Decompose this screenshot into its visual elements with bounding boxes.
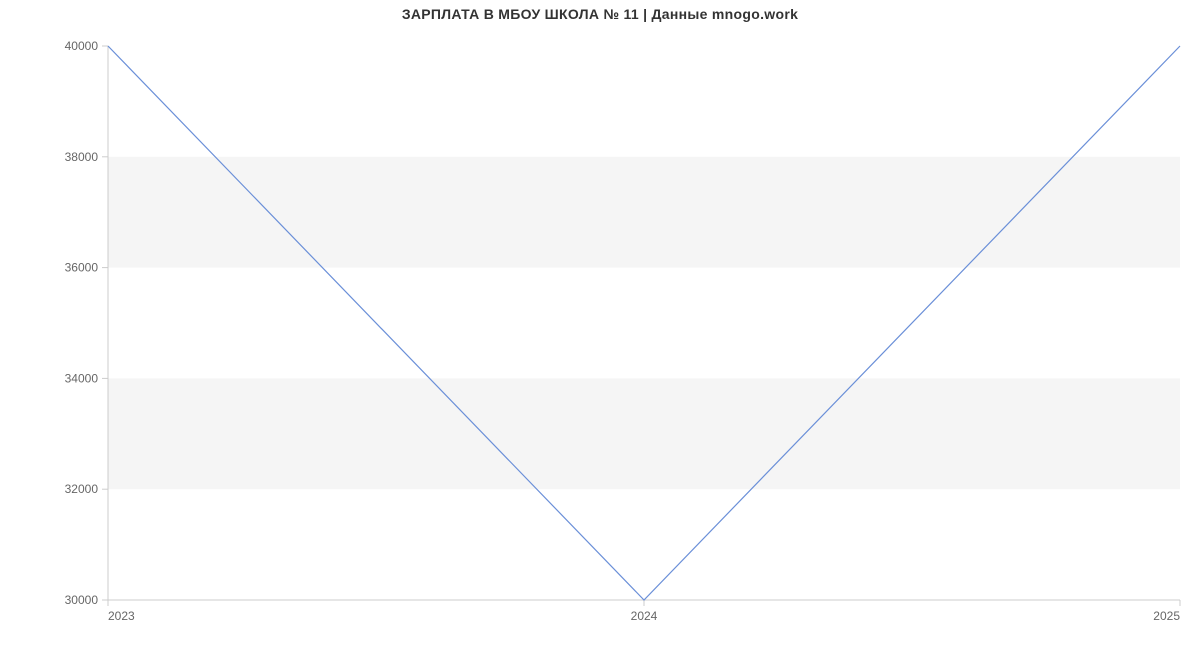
chart-svg: 30000 32000 34000 36000 38000 40000 2023 2024 20…	[0, 0, 1200, 650]
chart-title: ЗАРПЛАТА В МБОУ ШКОЛА № 11 | Данные mnog…	[0, 6, 1200, 22]
y-tick-label: 38000	[65, 150, 99, 164]
series-salary	[108, 46, 1180, 600]
salary-line-chart: ЗАРПЛАТА В МБОУ ШКОЛА № 11 | Данные mnog…	[0, 0, 1200, 650]
x-tick-label: 2025	[1153, 609, 1180, 623]
y-tick-label: 32000	[65, 482, 99, 496]
y-tick-label: 30000	[65, 593, 99, 607]
y-tick-label: 36000	[65, 261, 99, 275]
x-tick-label: 2023	[108, 609, 135, 623]
y-tick-label: 34000	[65, 371, 99, 385]
grid-band	[108, 378, 1180, 489]
x-tick-label: 2024	[631, 609, 658, 623]
y-tick-label: 40000	[65, 39, 99, 53]
